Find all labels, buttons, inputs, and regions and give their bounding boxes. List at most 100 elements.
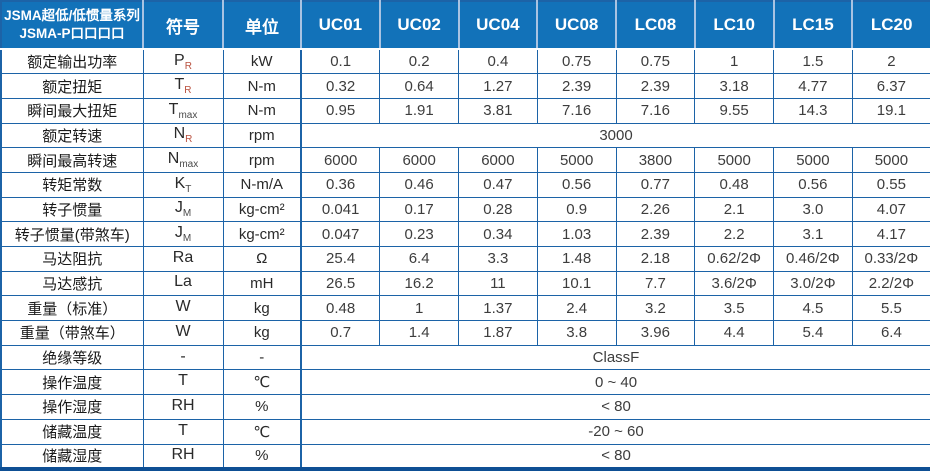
value-cell: 0.041 (300, 196, 381, 223)
value-cell: 0.28 (458, 196, 538, 223)
value-cell: 5000 (773, 147, 853, 173)
value-cell: 0.47 (458, 171, 538, 198)
symbol-base: W (175, 298, 191, 316)
column-header-model: UC01 (300, 1, 381, 50)
symbol-cell: RH (142, 443, 224, 470)
value-cell: 1.5 (773, 48, 853, 75)
value-cell: 3.3 (458, 246, 538, 272)
unit-cell: ℃ (222, 418, 302, 445)
column-header-symbol: 符号 (142, 1, 224, 50)
symbol-base: La (174, 273, 192, 291)
table-row: 操作温度 T ℃ 0 ~ 40 (0, 369, 930, 396)
value-cell: 4.77 (773, 73, 853, 99)
merged-value-cell: -20 ~ 60 (300, 418, 930, 445)
value-cell: 26.5 (300, 270, 381, 297)
symbol-cell: JM (142, 196, 224, 223)
value-cell: 2.1 (694, 196, 774, 223)
symbol-subscript: R (185, 134, 193, 146)
value-cell: 2.39 (615, 221, 696, 247)
unit-cell: N-m/A (222, 171, 302, 198)
value-cell: 0.48 (694, 171, 774, 198)
column-header-model: LC15 (772, 1, 853, 50)
value-cell: 1.87 (458, 320, 538, 346)
symbol-cell: - (142, 344, 224, 371)
column-header-model: LC08 (615, 1, 696, 50)
row-label: 转子惯量(带煞车) (0, 221, 144, 247)
symbol-subscript: R (184, 60, 192, 72)
table-row: 储藏温度 T ℃ -20 ~ 60 (0, 418, 930, 445)
unit-cell: kg-cm² (222, 196, 302, 223)
symbol-base: T (168, 100, 179, 118)
unit-cell: N-m (222, 73, 302, 99)
value-cell: 2.4 (536, 295, 617, 322)
row-label: 额定扭矩 (0, 73, 144, 99)
row-label: 储藏温度 (0, 418, 144, 445)
symbol-base: W (175, 322, 191, 340)
symbol-cell: KT (142, 171, 224, 198)
table-row: 马达阻抗 Ra Ω 25.4 6.4 3.3 1.48 2.18 0.62/2Φ 0.46/2Φ 0… (0, 246, 930, 272)
row-label: 转子惯量 (0, 196, 144, 223)
row-label: 储藏湿度 (0, 443, 144, 470)
symbol-cell: W (142, 295, 224, 322)
value-cell: 0.95 (300, 97, 381, 124)
value-cell: 6.4 (379, 246, 459, 272)
value-cell: 6.4 (851, 320, 930, 346)
table-row: 转子惯量(带煞车) JM kg-cm² 0.047 0.23 0.34 1.03 2.39 2.… (0, 221, 930, 247)
value-cell: 0.32 (300, 73, 381, 99)
symbol-base: T (174, 75, 185, 93)
symbol-base: RH (171, 396, 195, 414)
value-cell: 3.81 (458, 97, 538, 124)
value-cell: 2.39 (615, 73, 696, 99)
value-cell: 3800 (615, 147, 696, 173)
value-cell: 0.2 (379, 48, 459, 75)
value-cell: 0.48 (300, 295, 381, 322)
column-header-model: UC02 (378, 1, 459, 50)
column-header-model: LC20 (851, 1, 930, 50)
value-cell: 6.37 (851, 73, 930, 99)
row-label: 重量（带煞车） (0, 320, 144, 346)
unit-cell: rpm (222, 147, 302, 173)
value-cell: 19.1 (851, 97, 930, 124)
table-row: 额定输出功率 PR kW 0.1 0.2 0.4 0.75 0.75 1 1.5 2 (0, 48, 930, 75)
symbol-cell: PR (142, 48, 224, 75)
symbol-cell: T (142, 418, 224, 445)
value-cell: 16.2 (379, 270, 459, 297)
value-cell: 0.77 (615, 171, 696, 198)
value-cell: 1.48 (536, 246, 617, 272)
unit-cell: Ω (222, 246, 302, 272)
symbol-base: Ra (172, 248, 194, 266)
value-cell: 2.2 (694, 221, 774, 247)
symbol-subscript: M (182, 208, 192, 220)
symbol-cell: La (142, 270, 224, 297)
table-row: 转子惯量 JM kg-cm² 0.041 0.17 0.28 0.9 2.26 2.1 3.0 4.… (0, 196, 930, 223)
table-row: 转矩常数 KT N-m/A 0.36 0.46 0.47 0.56 0.77 0.48 0.56 0… (0, 171, 930, 198)
value-cell: 7.16 (615, 97, 696, 124)
table-row: 瞬间最大扭矩 Tmax N-m 0.95 1.91 3.81 7.16 7.16 9.55 14.… (0, 97, 930, 124)
value-cell: 1.37 (458, 295, 538, 322)
merged-value-cell: 3000 (300, 122, 930, 149)
value-cell: 0.047 (300, 221, 381, 247)
value-cell: 0.56 (773, 171, 853, 198)
value-cell: 5.5 (851, 295, 930, 322)
symbol-cell: Tmax (142, 97, 224, 124)
symbol-subscript: max (179, 159, 199, 171)
value-cell: 3.0/2Φ (773, 270, 853, 297)
symbol-subscript: max (178, 109, 198, 121)
symbol-base: T (178, 421, 188, 439)
row-label: 操作温度 (0, 369, 144, 396)
value-cell: 5000 (851, 147, 930, 173)
series-title-line2: JSMA-P口口口口 (19, 26, 125, 41)
column-header-model: UC08 (536, 1, 617, 50)
symbol-cell: Nmax (142, 147, 224, 173)
symbol-cell: NR (142, 122, 224, 149)
value-cell: 3.6/2Φ (694, 270, 774, 297)
value-cell: 9.55 (694, 97, 774, 124)
value-cell: 0.55 (851, 171, 930, 198)
symbol-cell: T (142, 369, 224, 396)
unit-cell: mH (222, 270, 302, 297)
row-label: 额定输出功率 (0, 48, 144, 75)
value-cell: 1 (694, 48, 774, 75)
symbol-base: - (180, 347, 186, 365)
value-cell: 7.7 (615, 270, 696, 297)
